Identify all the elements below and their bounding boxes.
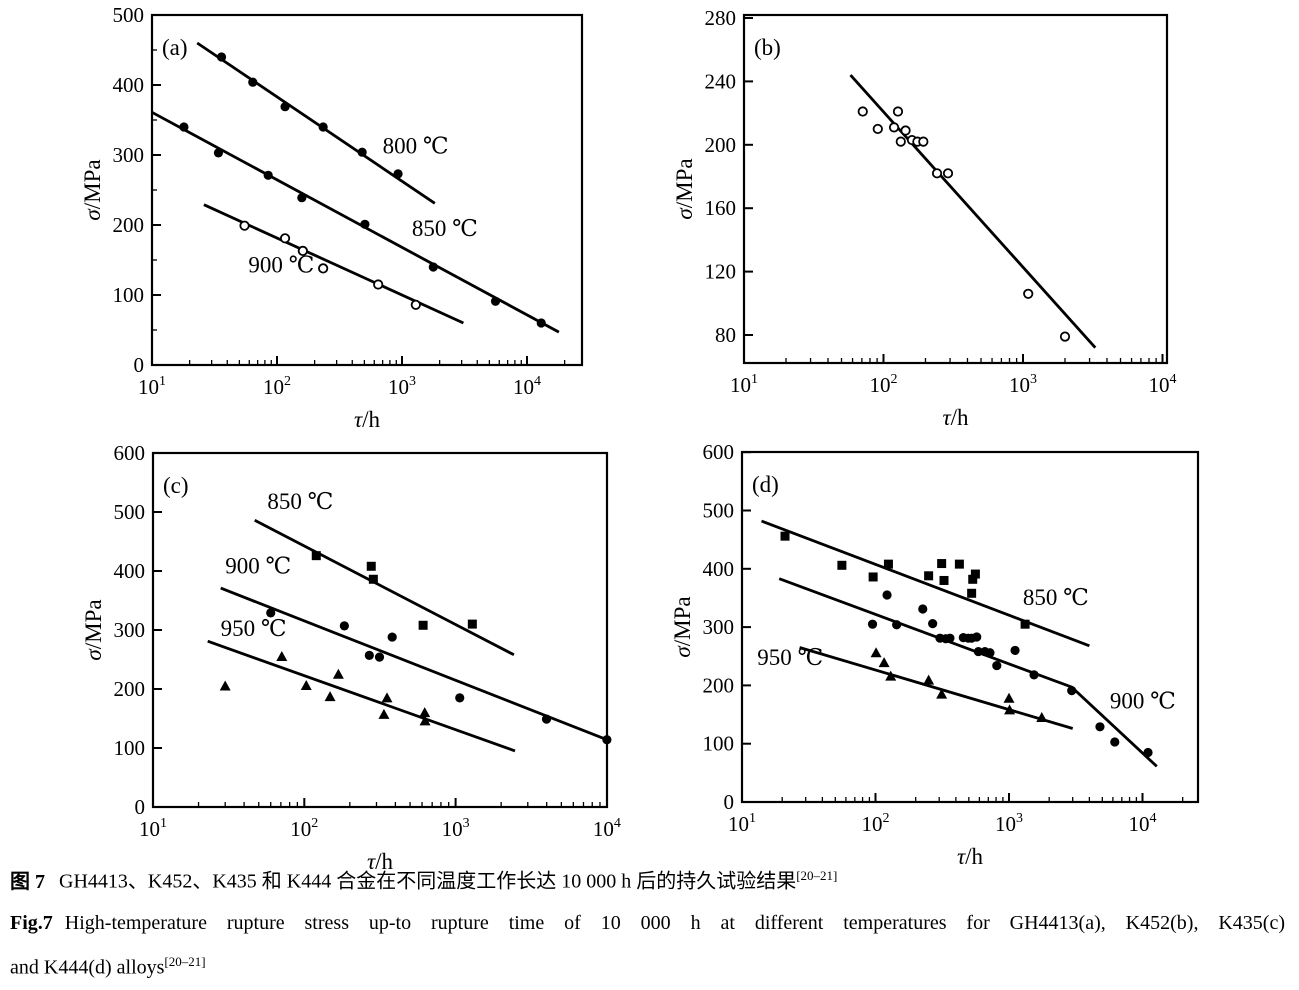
svg-text:104: 104 bbox=[1149, 372, 1177, 397]
svg-text:600: 600 bbox=[703, 440, 735, 464]
caption-english-line2: and K444(d) alloys[20–21] bbox=[10, 952, 1285, 983]
caption-en-reference: [20–21] bbox=[164, 953, 206, 969]
svg-text:0: 0 bbox=[724, 790, 735, 814]
svg-text:100: 100 bbox=[114, 736, 146, 760]
svg-text:800 ℃: 800 ℃ bbox=[383, 134, 449, 159]
caption-en-text: High-temperature rupture stress up-to ru… bbox=[64, 911, 1285, 934]
svg-text:300: 300 bbox=[703, 615, 735, 639]
svg-text:101: 101 bbox=[728, 811, 756, 836]
svg-text:950 ℃: 950 ℃ bbox=[221, 616, 287, 641]
svg-text:100: 100 bbox=[703, 732, 735, 756]
svg-text:500: 500 bbox=[703, 499, 735, 523]
svg-text:(b): (b) bbox=[754, 35, 781, 60]
svg-text:100: 100 bbox=[113, 283, 145, 307]
svg-text:300: 300 bbox=[113, 143, 145, 167]
chart-panel-a: 101 102 103 104 0 100 200 300 400 500 σ/MPa τ/h (a) 8… bbox=[80, 3, 584, 430]
svg-text:σ/MPa: σ/MPa bbox=[672, 158, 697, 219]
svg-text:102: 102 bbox=[263, 374, 291, 399]
svg-text:280: 280 bbox=[705, 6, 737, 30]
svg-text:101: 101 bbox=[730, 372, 758, 397]
svg-text:240: 240 bbox=[705, 69, 737, 93]
svg-text:103: 103 bbox=[995, 811, 1023, 836]
svg-text:900 ℃: 900 ℃ bbox=[1110, 689, 1176, 714]
svg-text:200: 200 bbox=[703, 673, 735, 697]
svg-text:900 ℃: 900 ℃ bbox=[248, 253, 314, 278]
chart-panel-c: 101 102 103 104 0 100 200 300 400 500 600 σ/MPa τ/h (… bbox=[81, 441, 621, 870]
caption-cn-reference: [20–21] bbox=[796, 868, 838, 883]
svg-text:(c): (c) bbox=[163, 473, 189, 498]
svg-text:600: 600 bbox=[114, 441, 146, 465]
svg-text:σ/MPa: σ/MPa bbox=[81, 599, 106, 660]
svg-text:102: 102 bbox=[870, 372, 898, 397]
svg-text:τ/h: τ/h bbox=[942, 405, 969, 430]
caption-en-text2: and K444(d) alloys bbox=[10, 956, 165, 979]
svg-text:850 ℃: 850 ℃ bbox=[412, 216, 478, 241]
caption-chinese: 图 7 GH4413、K452、K435 和 K444 合金在不同温度工作长达 1… bbox=[10, 866, 1285, 898]
svg-text:101: 101 bbox=[138, 374, 166, 399]
svg-text:500: 500 bbox=[114, 500, 146, 524]
svg-text:200: 200 bbox=[114, 677, 146, 701]
svg-text:104: 104 bbox=[513, 374, 541, 399]
caption-en-number: Fig.7 bbox=[10, 911, 53, 934]
figure-caption: 图 7 GH4413、K452、K435 和 K444 合金在不同温度工作长达 1… bbox=[10, 866, 1285, 982]
svg-text:0: 0 bbox=[134, 353, 145, 377]
svg-text:950 ℃: 950 ℃ bbox=[757, 645, 823, 670]
svg-text:(a): (a) bbox=[162, 35, 188, 60]
svg-text:(d): (d) bbox=[752, 472, 779, 497]
svg-text:τ/h: τ/h bbox=[367, 849, 394, 870]
svg-text:850 ℃: 850 ℃ bbox=[267, 489, 333, 514]
svg-text:300: 300 bbox=[114, 618, 146, 642]
svg-text:101: 101 bbox=[139, 816, 167, 841]
svg-text:500: 500 bbox=[113, 3, 145, 27]
svg-text:200: 200 bbox=[705, 133, 737, 157]
svg-text:102: 102 bbox=[290, 816, 318, 841]
svg-text:160: 160 bbox=[705, 196, 737, 220]
caption-cn-number: 图 7 bbox=[10, 870, 45, 893]
caption-english-line1: Fig.7 High-temperature rupture stress up-… bbox=[10, 908, 1285, 938]
chart-panel-d: 101 102 103 104 0 100 200 300 400 500 600 σ/MPa τ/h (… bbox=[670, 440, 1200, 869]
svg-text:400: 400 bbox=[703, 557, 735, 581]
caption-cn-text: GH4413、K452、K435 和 K444 合金在不同温度工作长达 10 0… bbox=[59, 870, 797, 893]
svg-text:200: 200 bbox=[113, 213, 145, 237]
svg-text:103: 103 bbox=[1009, 372, 1037, 397]
svg-text:104: 104 bbox=[1129, 811, 1157, 836]
svg-text:σ/MPa: σ/MPa bbox=[80, 159, 105, 220]
svg-text:103: 103 bbox=[442, 816, 470, 841]
svg-text:σ/MPa: σ/MPa bbox=[670, 596, 695, 657]
svg-text:103: 103 bbox=[388, 374, 416, 399]
svg-text:850 ℃: 850 ℃ bbox=[1023, 585, 1089, 610]
svg-text:τ/h: τ/h bbox=[957, 844, 984, 869]
svg-text:τ/h: τ/h bbox=[354, 407, 381, 430]
svg-text:400: 400 bbox=[114, 559, 146, 583]
svg-text:80: 80 bbox=[715, 323, 736, 347]
svg-text:900 ℃: 900 ℃ bbox=[225, 553, 291, 578]
svg-text:104: 104 bbox=[593, 816, 621, 841]
svg-text:0: 0 bbox=[135, 795, 146, 819]
chart-panel-b: 101 102 103 104 80 120 160 200 240 280 σ/MPa τ/h (b) bbox=[672, 6, 1177, 430]
svg-text:102: 102 bbox=[862, 811, 890, 836]
svg-text:120: 120 bbox=[705, 260, 737, 284]
svg-text:400: 400 bbox=[113, 73, 145, 97]
